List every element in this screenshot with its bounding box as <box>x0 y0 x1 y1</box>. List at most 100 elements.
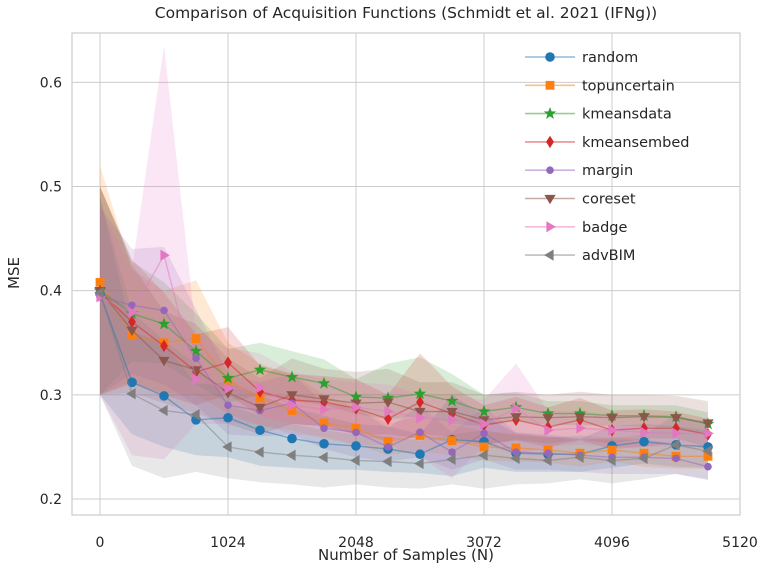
marker-badge <box>480 418 490 430</box>
legend: random topuncertain kmeansdata kmeansembed m… <box>525 50 689 264</box>
marker-advBIM <box>606 454 616 467</box>
plot-border <box>71 32 741 516</box>
marker-advBIM <box>446 453 456 466</box>
y-tick-label: 0.4 <box>40 284 62 300</box>
marker-topuncertain <box>351 423 361 433</box>
marker-badge <box>288 399 298 411</box>
marker-badge <box>352 401 362 413</box>
marker-random <box>319 438 329 449</box>
marker-badge <box>512 402 522 414</box>
marker-advBIM <box>574 451 584 463</box>
marker-coreset <box>382 398 394 408</box>
marker-kmeansembed <box>416 395 424 409</box>
y-tick-label: 0.5 <box>40 179 62 195</box>
y-tick-label: 0.2 <box>40 492 62 508</box>
marker-coreset <box>126 326 138 337</box>
marker-kmeansdata <box>413 387 427 400</box>
marker-advBIM <box>254 446 264 458</box>
legend-label: topuncertain <box>582 78 675 94</box>
marker-margin <box>480 429 488 438</box>
x-axis-label: Number of Samples (N) <box>317 546 494 564</box>
marker-kmeansdata <box>317 376 331 389</box>
marker-coreset <box>574 413 586 423</box>
marker-margin <box>128 301 136 310</box>
x-tick-label: 4096 <box>594 535 630 551</box>
marker-coreset <box>670 414 682 424</box>
y-axis-label: MSE <box>5 257 23 289</box>
marker-kmeansdata <box>253 363 267 376</box>
marker-topuncertain <box>447 436 457 446</box>
chart-title: Comparison of Acquisition Functions (Sch… <box>154 4 658 22</box>
marker-topuncertain <box>479 442 489 452</box>
marker-badge <box>544 424 554 436</box>
legend-item-coreset: coreset <box>525 192 636 208</box>
marker-kmeansdata <box>157 317 171 330</box>
legend-marker-kmeansembed <box>546 135 554 149</box>
marker-badge <box>672 427 682 439</box>
marker-kmeansembed <box>128 315 136 329</box>
marker-kmeansdata <box>573 406 587 419</box>
x-tick-label: 0 <box>96 535 105 551</box>
marker-badge <box>448 414 458 426</box>
marker-advBIM <box>702 445 712 457</box>
legend-item-margin: margin <box>525 163 633 179</box>
marker-kmeansembed <box>256 385 264 398</box>
marker-advBIM <box>382 455 392 468</box>
marker-margin <box>384 443 392 451</box>
marker-kmeansdata <box>221 371 235 384</box>
marker-badge <box>576 422 586 434</box>
marker-badge <box>384 405 394 418</box>
marker-margin <box>704 462 712 471</box>
marker-coreset <box>286 391 298 401</box>
marker-advBIM <box>638 452 648 464</box>
marker-kmeansdata <box>285 370 299 383</box>
legend-item-kmeansdata: kmeansdata <box>525 107 672 123</box>
marker-random <box>223 412 233 423</box>
band-advBIM <box>100 196 708 489</box>
line-kmeansdata <box>99 290 709 425</box>
marker-margin <box>416 428 424 437</box>
legend-item-topuncertain: topuncertain <box>525 78 675 94</box>
y-tick-label: 0.6 <box>40 75 62 91</box>
marker-topuncertain <box>383 437 393 447</box>
marker-random <box>255 425 265 436</box>
marker-margin <box>352 428 360 437</box>
x-tick-label: 1024 <box>210 535 246 551</box>
marker-advBIM <box>350 454 360 467</box>
marker-advBIM <box>414 457 424 470</box>
marker-badge <box>608 424 618 436</box>
marker-margin <box>160 306 168 315</box>
marker-kmeansdata <box>445 394 459 407</box>
marker-margin <box>192 354 200 363</box>
marker-topuncertain <box>95 277 105 287</box>
marker-kmeansdata <box>189 344 203 357</box>
marker-topuncertain <box>287 406 297 415</box>
marker-coreset <box>542 414 554 424</box>
legend-label: kmeansembed <box>582 135 689 151</box>
marker-badge <box>192 373 202 385</box>
marker-coreset <box>702 419 714 429</box>
y-tick-label: 0.3 <box>40 388 62 404</box>
marker-badge <box>416 412 426 424</box>
band-coreset <box>100 186 708 447</box>
marker-badge <box>256 381 266 394</box>
marker-kmeansdata <box>349 390 363 403</box>
marker-margin <box>224 401 232 410</box>
band-margin <box>100 207 708 481</box>
legend-item-random: random <box>525 50 638 66</box>
marker-advBIM <box>542 454 552 467</box>
marker-topuncertain <box>255 393 265 403</box>
marker-margin <box>672 454 680 463</box>
marker-kmeansdata <box>381 391 395 404</box>
line-badge <box>99 253 708 435</box>
marker-coreset <box>414 407 426 418</box>
marker-random <box>639 436 649 447</box>
marker-coreset <box>606 414 618 424</box>
marker-advBIM <box>190 409 200 421</box>
marker-random <box>159 391 169 401</box>
line-advBIM <box>99 292 709 465</box>
x-tick-label: 5120 <box>722 535 758 551</box>
marker-kmeansdata <box>541 406 555 419</box>
marker-advBIM <box>478 449 488 461</box>
